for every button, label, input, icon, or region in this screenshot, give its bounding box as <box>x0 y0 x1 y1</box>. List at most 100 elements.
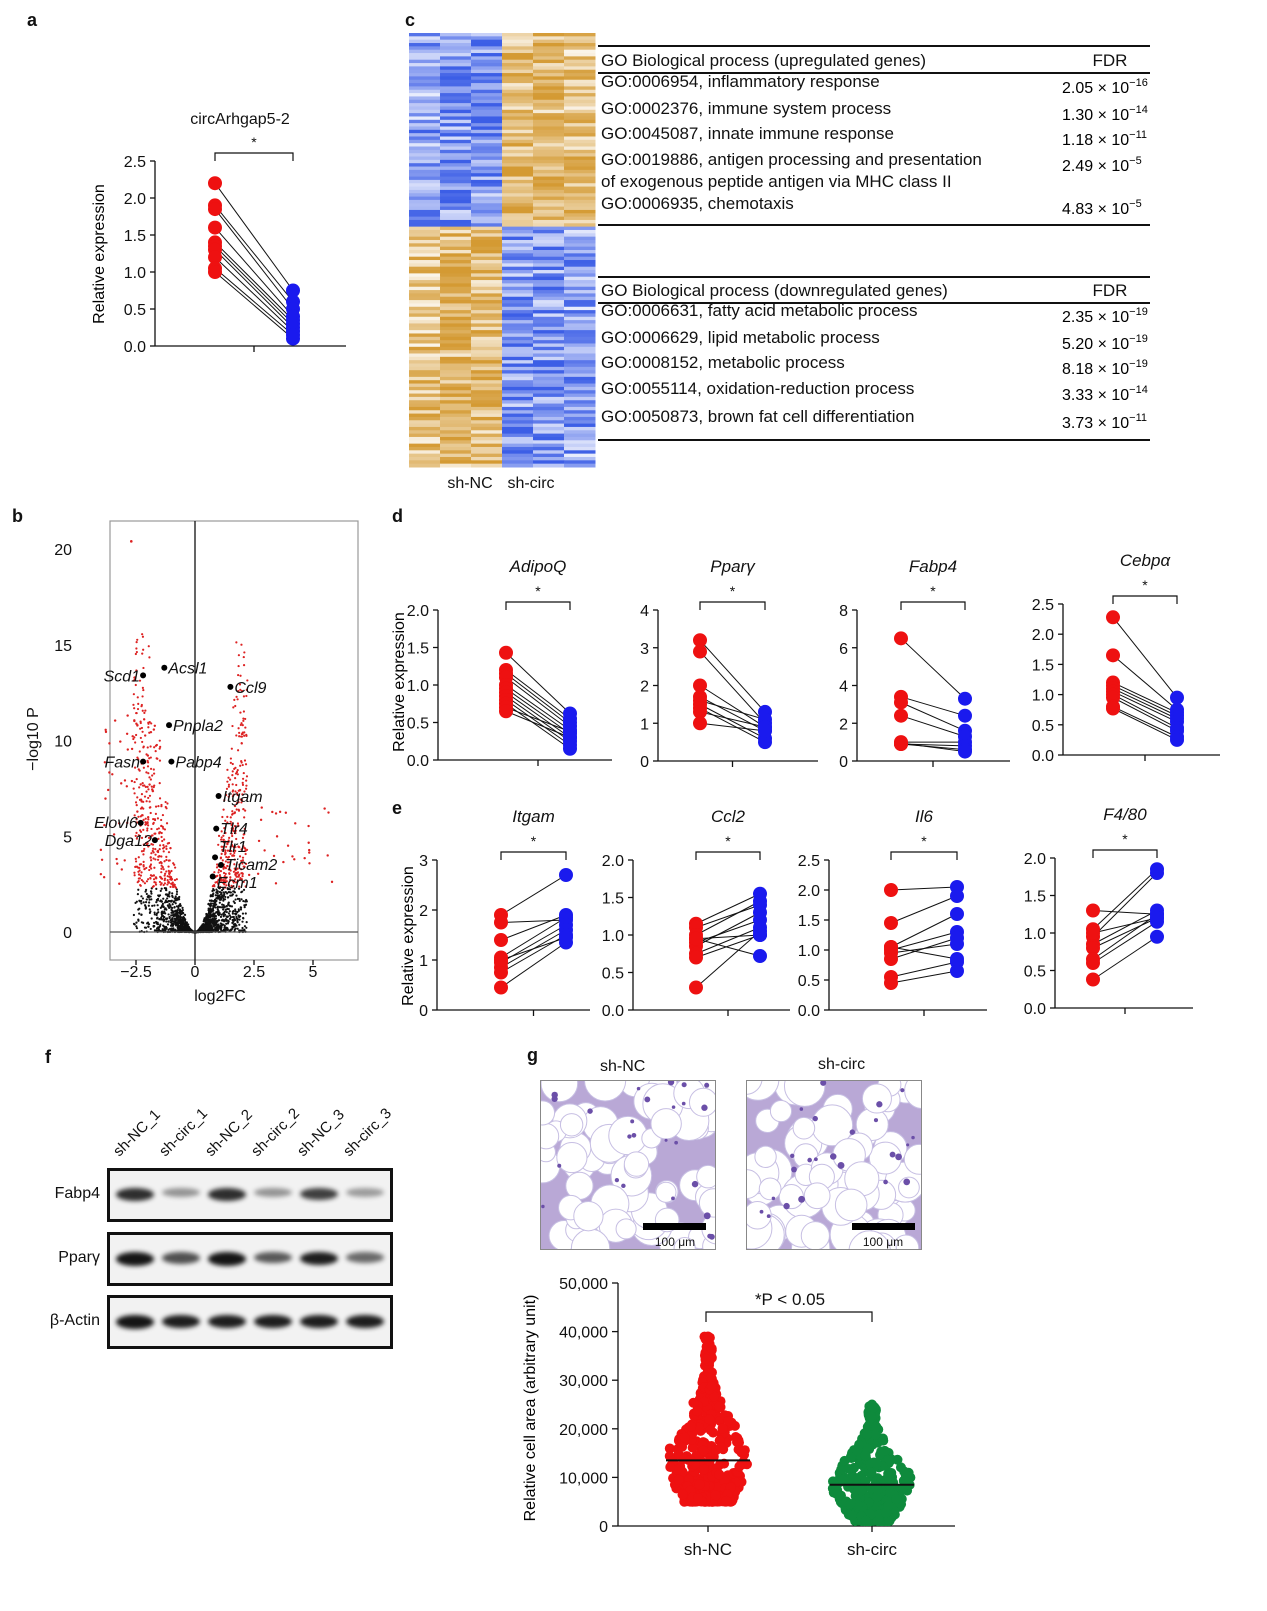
significant-gene-point <box>235 808 238 811</box>
gene-label-tlr1: Tlr1 <box>219 839 247 856</box>
significant-gene-point <box>247 873 251 877</box>
gene-point <box>225 915 228 918</box>
cell-area-point <box>679 1432 690 1443</box>
heatmap-cell <box>564 410 596 415</box>
significant-gene-point <box>234 869 237 872</box>
heatmap-cell <box>502 156 534 161</box>
heatmap-cell <box>502 366 534 371</box>
significant-gene-point <box>235 802 238 805</box>
heatmap-cell <box>471 69 503 74</box>
heatmap-cell <box>471 103 503 107</box>
significant-gene-point <box>134 865 137 869</box>
gene-point <box>171 892 174 895</box>
significant-gene-point <box>104 797 107 800</box>
nucleus <box>541 1204 545 1209</box>
panel-letter-g: g <box>527 1045 538 1065</box>
y-axis-label-e: Relative expression <box>400 866 417 1006</box>
significant-gene-point <box>225 845 228 848</box>
cell-area-point <box>703 1331 713 1342</box>
significant-gene-point <box>226 861 230 864</box>
cell-area-point <box>706 1343 717 1354</box>
gene-point <box>171 894 174 897</box>
heatmap-cell <box>409 320 441 324</box>
significant-gene-point <box>141 709 144 712</box>
point-before <box>1086 972 1100 987</box>
significant-gene-point <box>222 834 225 837</box>
significant-gene-point <box>102 876 106 879</box>
heatmap-cell <box>409 293 441 298</box>
significant-gene-point <box>140 814 144 817</box>
significant-gene-point <box>217 871 220 874</box>
y-tick-label: 3 <box>419 853 428 870</box>
heatmap-cell <box>440 376 472 381</box>
significant-gene-point <box>237 808 240 811</box>
significant-gene-point <box>233 825 236 828</box>
significant-gene-point <box>167 859 170 862</box>
heatmap-cell <box>471 86 503 91</box>
significant-gene-point <box>147 788 150 791</box>
significant-gene-point <box>146 759 149 762</box>
heatmap-cell <box>533 123 565 127</box>
significance-star: * <box>531 833 537 849</box>
gene-point <box>170 911 173 914</box>
heatmap-cell <box>471 49 503 54</box>
gene-point <box>238 923 241 926</box>
heatmap-cell <box>502 413 534 418</box>
significant-gene-point <box>154 876 158 879</box>
significant-gene-point <box>236 793 239 797</box>
heatmap-cell <box>409 400 441 405</box>
heatmap-cell <box>502 216 534 221</box>
panel-letter-a: a <box>27 10 38 30</box>
significant-gene-point <box>238 731 241 734</box>
pair-line <box>695 912 761 947</box>
heatmap-cell <box>502 49 534 54</box>
significant-gene-point <box>160 861 163 865</box>
heatmap-cell <box>440 159 472 164</box>
heatmap-cell <box>502 149 534 154</box>
significant-gene-point <box>135 837 138 840</box>
gene-point <box>140 913 143 916</box>
protein-band <box>346 1252 384 1263</box>
gene-point <box>227 912 230 915</box>
y-tick-label: 2.5 <box>1032 597 1054 614</box>
nucleus <box>708 1233 715 1240</box>
significant-gene-point <box>232 885 235 888</box>
heatmap-cell <box>533 169 565 174</box>
gene-point <box>245 898 248 902</box>
significant-gene-point <box>162 868 165 871</box>
significant-gene-point <box>240 878 244 881</box>
significant-gene-point <box>140 850 144 853</box>
significant-gene-point <box>135 778 138 781</box>
significant-gene-point <box>229 757 232 760</box>
heatmap-cell <box>564 456 596 461</box>
heatmap-cell <box>440 173 472 178</box>
significant-gene-point <box>111 773 114 776</box>
pair-line <box>890 895 958 924</box>
fdr-header: FDR <box>1093 281 1128 300</box>
heatmap-cell <box>440 163 472 168</box>
significant-gene-point <box>140 836 144 839</box>
significant-gene-point <box>215 875 218 878</box>
significant-gene-point <box>233 811 236 815</box>
gene-point <box>224 908 228 911</box>
gene-point <box>156 923 160 926</box>
significant-gene-point <box>144 785 147 788</box>
heatmap-cell <box>471 223 503 228</box>
heatmap-cell <box>471 203 503 208</box>
x-tick-label-sh-nc: sh-NC <box>684 1540 732 1559</box>
heatmap-cell <box>533 310 565 314</box>
gene-point <box>232 900 235 903</box>
heatmap-cell <box>440 263 472 268</box>
significant-gene-point <box>150 785 153 788</box>
heatmap-cell <box>564 83 596 87</box>
heatmap-cell <box>564 276 596 281</box>
significant-gene-point <box>160 835 163 839</box>
pair-line <box>1112 694 1178 729</box>
heatmap-cell <box>471 36 503 41</box>
heatmap-cell <box>440 119 472 124</box>
heatmap-cell <box>409 300 441 304</box>
point-before <box>1086 903 1100 918</box>
gene-point <box>200 924 203 928</box>
significant-gene-point <box>165 845 168 848</box>
heatmap-cell <box>440 420 472 425</box>
